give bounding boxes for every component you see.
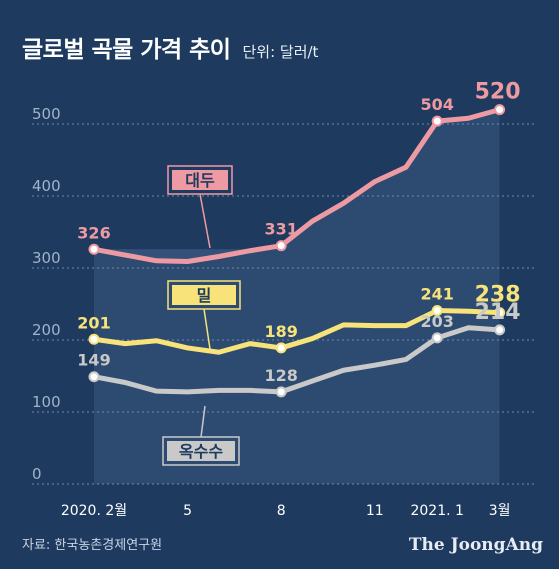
data-point-soybean	[494, 104, 506, 116]
data-label-soybean: 326	[77, 223, 110, 242]
data-point-wheat	[88, 333, 100, 345]
data-label-soybean: 520	[475, 80, 521, 105]
callout-leader-corn	[200, 405, 206, 438]
legend-label-corn: 옥수수	[179, 442, 223, 461]
callout-leader-soybean	[199, 193, 211, 249]
y-tick-label: 200	[32, 321, 61, 339]
x-tick-label: 2020. 2월	[61, 503, 127, 519]
data-label-wheat: 201	[77, 313, 110, 332]
y-tick-label: 100	[32, 393, 61, 411]
legend-label-soybean: 대두	[185, 171, 215, 190]
data-label-soybean: 331	[264, 220, 297, 239]
data-point-wheat	[431, 304, 443, 316]
data-label-soybean: 504	[420, 95, 453, 114]
data-point-soybean	[275, 240, 287, 252]
callout-fill-soybean	[172, 170, 228, 190]
callout-leader-wheat	[203, 308, 211, 350]
data-point-soybean	[88, 243, 100, 255]
callout-box-wheat	[167, 280, 241, 310]
data-point-soybean	[431, 115, 443, 127]
data-label-wheat: 241	[420, 284, 453, 303]
footer: 자료: 한국농촌경제연구원 The JoongAng	[0, 535, 559, 559]
data-point-corn	[494, 324, 506, 336]
highlight-panel	[94, 249, 500, 484]
x-tick-label: 2021. 1	[410, 503, 463, 519]
data-point-corn	[88, 371, 100, 383]
x-tick-label: 8	[277, 503, 286, 519]
source-text: 자료: 한국농촌경제연구원	[22, 538, 163, 553]
x-tick-label: 3월	[489, 503, 511, 519]
data-point-wheat	[275, 342, 287, 354]
unit-label: 단위: 달러/t	[242, 43, 319, 61]
callout-box-corn	[162, 436, 240, 466]
callout-fill-corn	[167, 441, 235, 461]
x-tick-label: 5	[183, 503, 192, 519]
series-line-soybean	[91, 107, 503, 265]
data-label-wheat: 189	[264, 322, 297, 341]
y-tick-label: 500	[32, 105, 61, 123]
soybean-area	[94, 109, 500, 262]
data-point-corn	[275, 386, 287, 398]
chart-header: 글로벌 곡물 가격 추이 단위: 달러/t	[22, 30, 318, 64]
data-label-corn: 214	[475, 300, 521, 325]
data-label-wheat: 238	[475, 283, 521, 308]
brand-logo: The JoongAng	[408, 535, 543, 555]
series-line-corn	[91, 325, 503, 395]
data-label-corn: 149	[77, 351, 110, 370]
y-tick-label: 0	[32, 465, 42, 483]
y-tick-label: 300	[32, 249, 61, 267]
legend-label-wheat: 밀	[197, 286, 212, 305]
data-point-corn	[431, 332, 443, 344]
chart-title: 글로벌 곡물 가격 추이	[22, 37, 231, 63]
series-line-wheat	[91, 307, 503, 355]
y-tick-label: 400	[32, 177, 61, 195]
x-tick-label: 11	[366, 503, 384, 519]
data-label-corn: 128	[264, 366, 297, 385]
callout-box-soybean	[167, 165, 233, 195]
callout-fill-wheat	[172, 285, 236, 305]
data-point-wheat	[494, 307, 506, 319]
data-label-corn: 203	[420, 312, 453, 331]
